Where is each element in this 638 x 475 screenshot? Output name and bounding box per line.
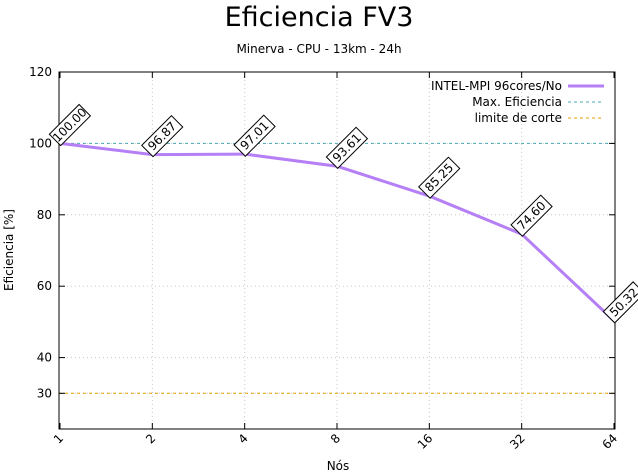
data-label: 97.01 [233,114,276,157]
data-label-box [602,281,638,324]
data-label-box [510,194,553,237]
plot-frame [58,71,616,430]
y-tick-label: 120 [29,65,52,79]
data-label: 93.61 [325,126,369,170]
y-tick-label: 80 [37,208,52,222]
data-labels: 100.00 96.87 97.01 93.61 85.25 74.60 50.32 [48,103,638,324]
x-tick-label: 64 [599,431,620,452]
x-axis: 1 2 4 8 16 32 64 [51,72,620,452]
data-label: 50.32 [602,281,638,324]
x-tick-label: 16 [415,431,436,452]
x-tick-label: 4 [235,431,250,446]
x-tick-label: 8 [328,431,343,446]
x-tick-label: 2 [143,431,158,446]
data-label: 85.25 [418,156,461,199]
y-axis: 30 40 60 80 100 120 [29,65,615,400]
data-label-text: 100.00 [50,105,90,145]
y-tick-label: 100 [29,136,52,150]
grid [59,72,615,429]
legend-label: INTEL-MPI 96cores/No [431,79,562,93]
legend-label: limite de corte [475,111,562,125]
x-tick-label: 1 [51,431,66,446]
y-tick-label: 40 [37,351,52,365]
data-label: 100.00 [48,103,92,147]
legend-label: Max. Eficiencia [472,95,562,109]
data-label-box [48,103,92,147]
legend: INTEL-MPI 96cores/No Max. Eficiencia limit… [431,79,604,125]
data-label: 96.87 [141,114,184,158]
data-label: 74.60 [510,194,553,237]
chart-title: Eficiencia FV3 [224,2,414,33]
data-label-box [325,126,369,170]
y-tick-label: 60 [37,279,52,293]
data-label-box [233,114,276,157]
data-label-box [418,156,461,199]
x-axis-label: Nós [327,459,350,473]
chart-subtitle: Minerva - CPU - 13km - 24h [236,42,402,56]
x-tick-label: 32 [507,431,528,452]
data-label-box [141,114,184,158]
y-axis-label: Eficiencia [%] [2,209,16,291]
y-tick-label: 30 [37,386,52,400]
